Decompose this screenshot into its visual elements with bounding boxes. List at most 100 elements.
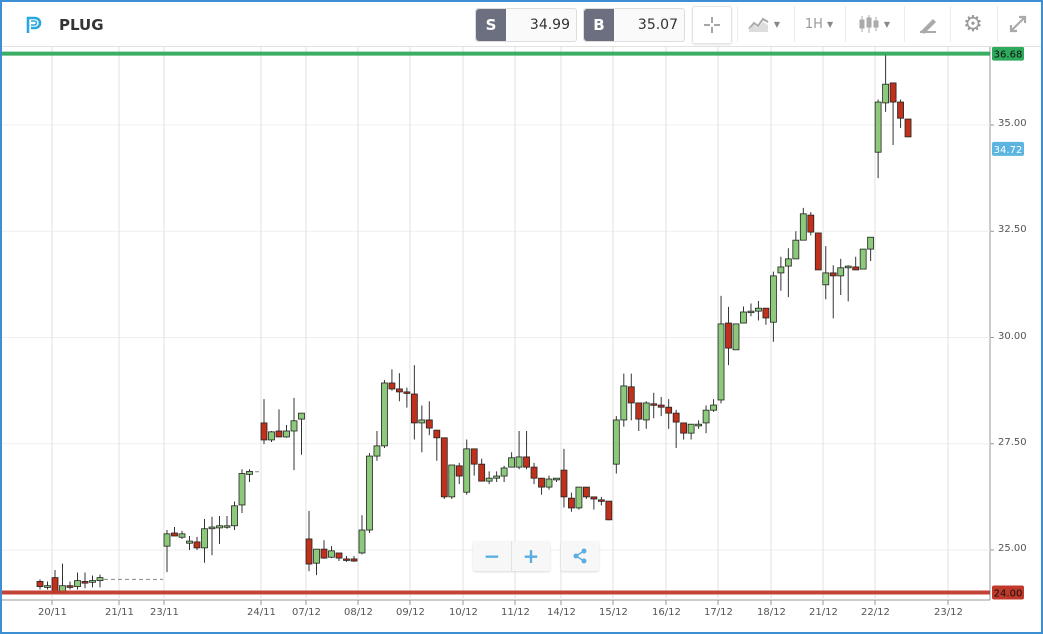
- candle-down: [388, 382, 396, 390]
- candle-up: [770, 275, 777, 323]
- candle-down: [433, 429, 441, 439]
- share-icon: [573, 548, 587, 564]
- candle-down: [665, 406, 673, 414]
- candle-down: [403, 391, 411, 394]
- x-tick-label: 16/12: [652, 607, 681, 618]
- candle-up: [96, 577, 104, 581]
- candle-down: [627, 386, 635, 404]
- share-button[interactable]: [561, 541, 599, 571]
- candle-down: [672, 412, 680, 423]
- candle-up: [208, 526, 216, 530]
- candle-up: [837, 267, 845, 277]
- candle-up: [283, 430, 290, 438]
- candle-down: [568, 497, 575, 509]
- y-tick-label: 30.00: [998, 330, 1027, 342]
- candle-up: [89, 580, 96, 583]
- zoom-out-button[interactable]: −: [483, 544, 501, 568]
- candle-up: [186, 540, 193, 544]
- candle-up: [44, 585, 51, 588]
- candle-up: [366, 455, 373, 531]
- candle-down: [193, 541, 201, 549]
- candle-down: [260, 422, 268, 441]
- crosshair-icon: [704, 17, 720, 33]
- candle-up: [702, 409, 710, 424]
- chart-type-icon: [748, 17, 769, 32]
- candle-down: [171, 532, 178, 537]
- candle-up: [687, 423, 695, 434]
- candle-up: [822, 272, 830, 286]
- crosshair-button[interactable]: [692, 6, 732, 44]
- candle-down: [51, 577, 59, 593]
- candle-up: [620, 385, 628, 421]
- candle-down: [897, 101, 904, 119]
- y-tick-label: 32.50: [998, 224, 1027, 236]
- candle-down: [829, 272, 837, 277]
- candle-up: [373, 445, 381, 457]
- candle-up: [710, 404, 717, 411]
- fullscreen-button[interactable]: [997, 6, 1038, 42]
- draw-tools-button[interactable]: [904, 6, 951, 42]
- candle-up: [223, 525, 231, 528]
- x-tick-label: 18/12: [757, 607, 786, 618]
- candle-up: [792, 239, 800, 260]
- x-tick-label: 17/12: [704, 607, 733, 618]
- candle-up: [500, 467, 508, 477]
- chart-type-button[interactable]: ▼: [737, 6, 790, 42]
- candle-down: [343, 558, 350, 561]
- candle-down: [597, 499, 605, 502]
- symbol-title: PLUG: [59, 16, 104, 34]
- timeframe-label: 1H: [804, 16, 823, 32]
- sell-price-button[interactable]: S 34.99: [475, 8, 577, 42]
- candle-up: [358, 529, 366, 554]
- buy-label: B: [584, 9, 614, 41]
- candle-up: [508, 457, 516, 468]
- expand-icon: [1009, 15, 1027, 33]
- candle-up: [874, 101, 882, 153]
- candle-up: [238, 473, 246, 506]
- candle-up: [231, 505, 238, 527]
- x-tick-label: 10/12: [449, 607, 478, 618]
- candle-up: [448, 464, 456, 498]
- buy-price: 35.07: [637, 17, 678, 33]
- candle-up: [418, 419, 426, 424]
- candle-up: [163, 533, 171, 547]
- candle-down: [455, 465, 463, 477]
- candle-down: [305, 538, 313, 565]
- plug-logo-icon: [22, 14, 44, 36]
- high-level-label: 36.68: [994, 50, 1023, 61]
- x-tick-label: 22/12: [861, 607, 890, 618]
- candle-up: [553, 477, 560, 481]
- x-tick-label: 20/11: [38, 607, 67, 618]
- candle-down: [605, 500, 613, 521]
- x-tick-label: 21/11: [105, 607, 134, 618]
- zoom-in-button[interactable]: +: [511, 541, 550, 571]
- candle-up: [695, 423, 702, 427]
- timeframe-button[interactable]: 1H ▼: [794, 6, 843, 42]
- candle-up: [740, 311, 747, 324]
- low-level-label: 24.00: [994, 589, 1023, 600]
- candle-down: [275, 430, 283, 438]
- candle-down: [650, 403, 658, 406]
- candle-down: [889, 82, 897, 103]
- candle-up: [178, 533, 186, 538]
- candle-down: [425, 419, 433, 429]
- candle-down: [807, 214, 815, 233]
- buy-price-button[interactable]: B 35.07: [583, 8, 685, 42]
- candlestick-style-button[interactable]: ▼: [845, 6, 902, 42]
- low-level-label-bg: [992, 585, 1024, 600]
- candle-down: [335, 552, 343, 559]
- candle-up: [74, 580, 81, 587]
- x-tick-label: 07/12: [292, 607, 321, 618]
- candle-up: [328, 550, 335, 558]
- candle-up: [290, 420, 298, 432]
- y-tick-label: 25.00: [998, 543, 1027, 554]
- x-tick-label: 14/12: [547, 607, 576, 618]
- candle-up: [859, 248, 867, 270]
- candle-up: [844, 265, 852, 269]
- settings-button[interactable]: ⚙: [950, 6, 995, 42]
- draw-icon: [920, 19, 936, 34]
- candle-down: [320, 548, 328, 559]
- x-tick-label: 21/12: [809, 607, 838, 618]
